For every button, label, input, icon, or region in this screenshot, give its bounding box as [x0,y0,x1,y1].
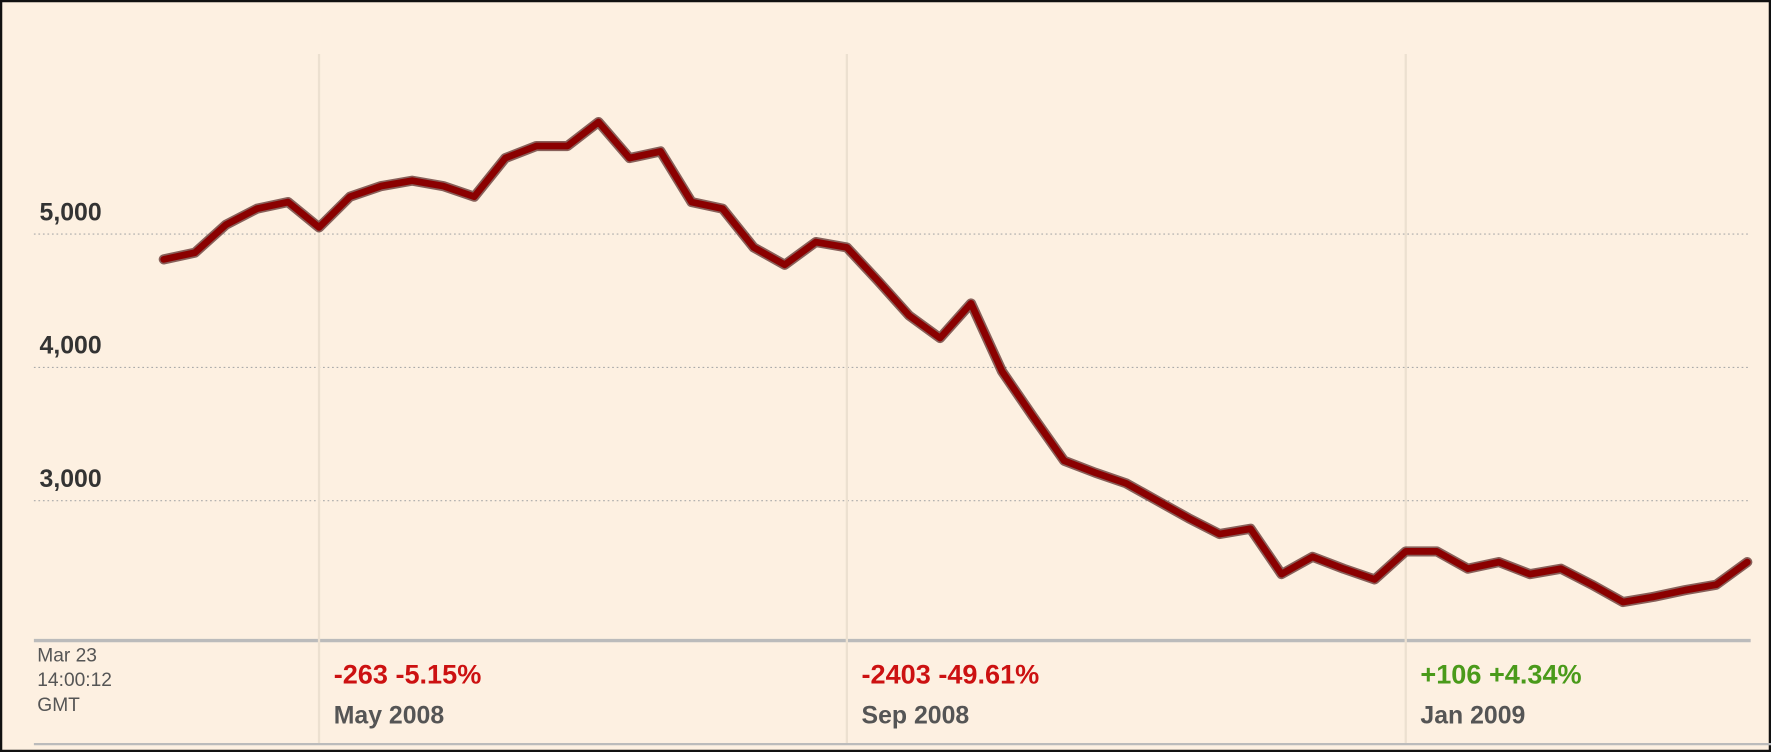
y-tick-label: 5,000 [40,199,102,226]
y-tick-label: 4,000 [40,333,102,360]
y-tick-label: 3,000 [40,466,102,493]
timestamp-line: GMT [37,695,80,716]
x-tick-label: Sep 2008 [862,703,970,730]
x-tick-label: May 2008 [334,703,445,730]
x-tick-label: Jan 2009 [1420,703,1525,730]
period-change: +106 +4.34% [1420,660,1581,690]
timestamp-line: Mar 23 [37,645,97,666]
line [160,118,1751,606]
period-change: -2403 -49.61% [862,660,1040,690]
timestamp: Mar 23 14:00:12 GMT [37,645,112,715]
timestamp-line: 14:00:12 [37,670,112,691]
period-change: -263 -5.15% [334,660,482,690]
